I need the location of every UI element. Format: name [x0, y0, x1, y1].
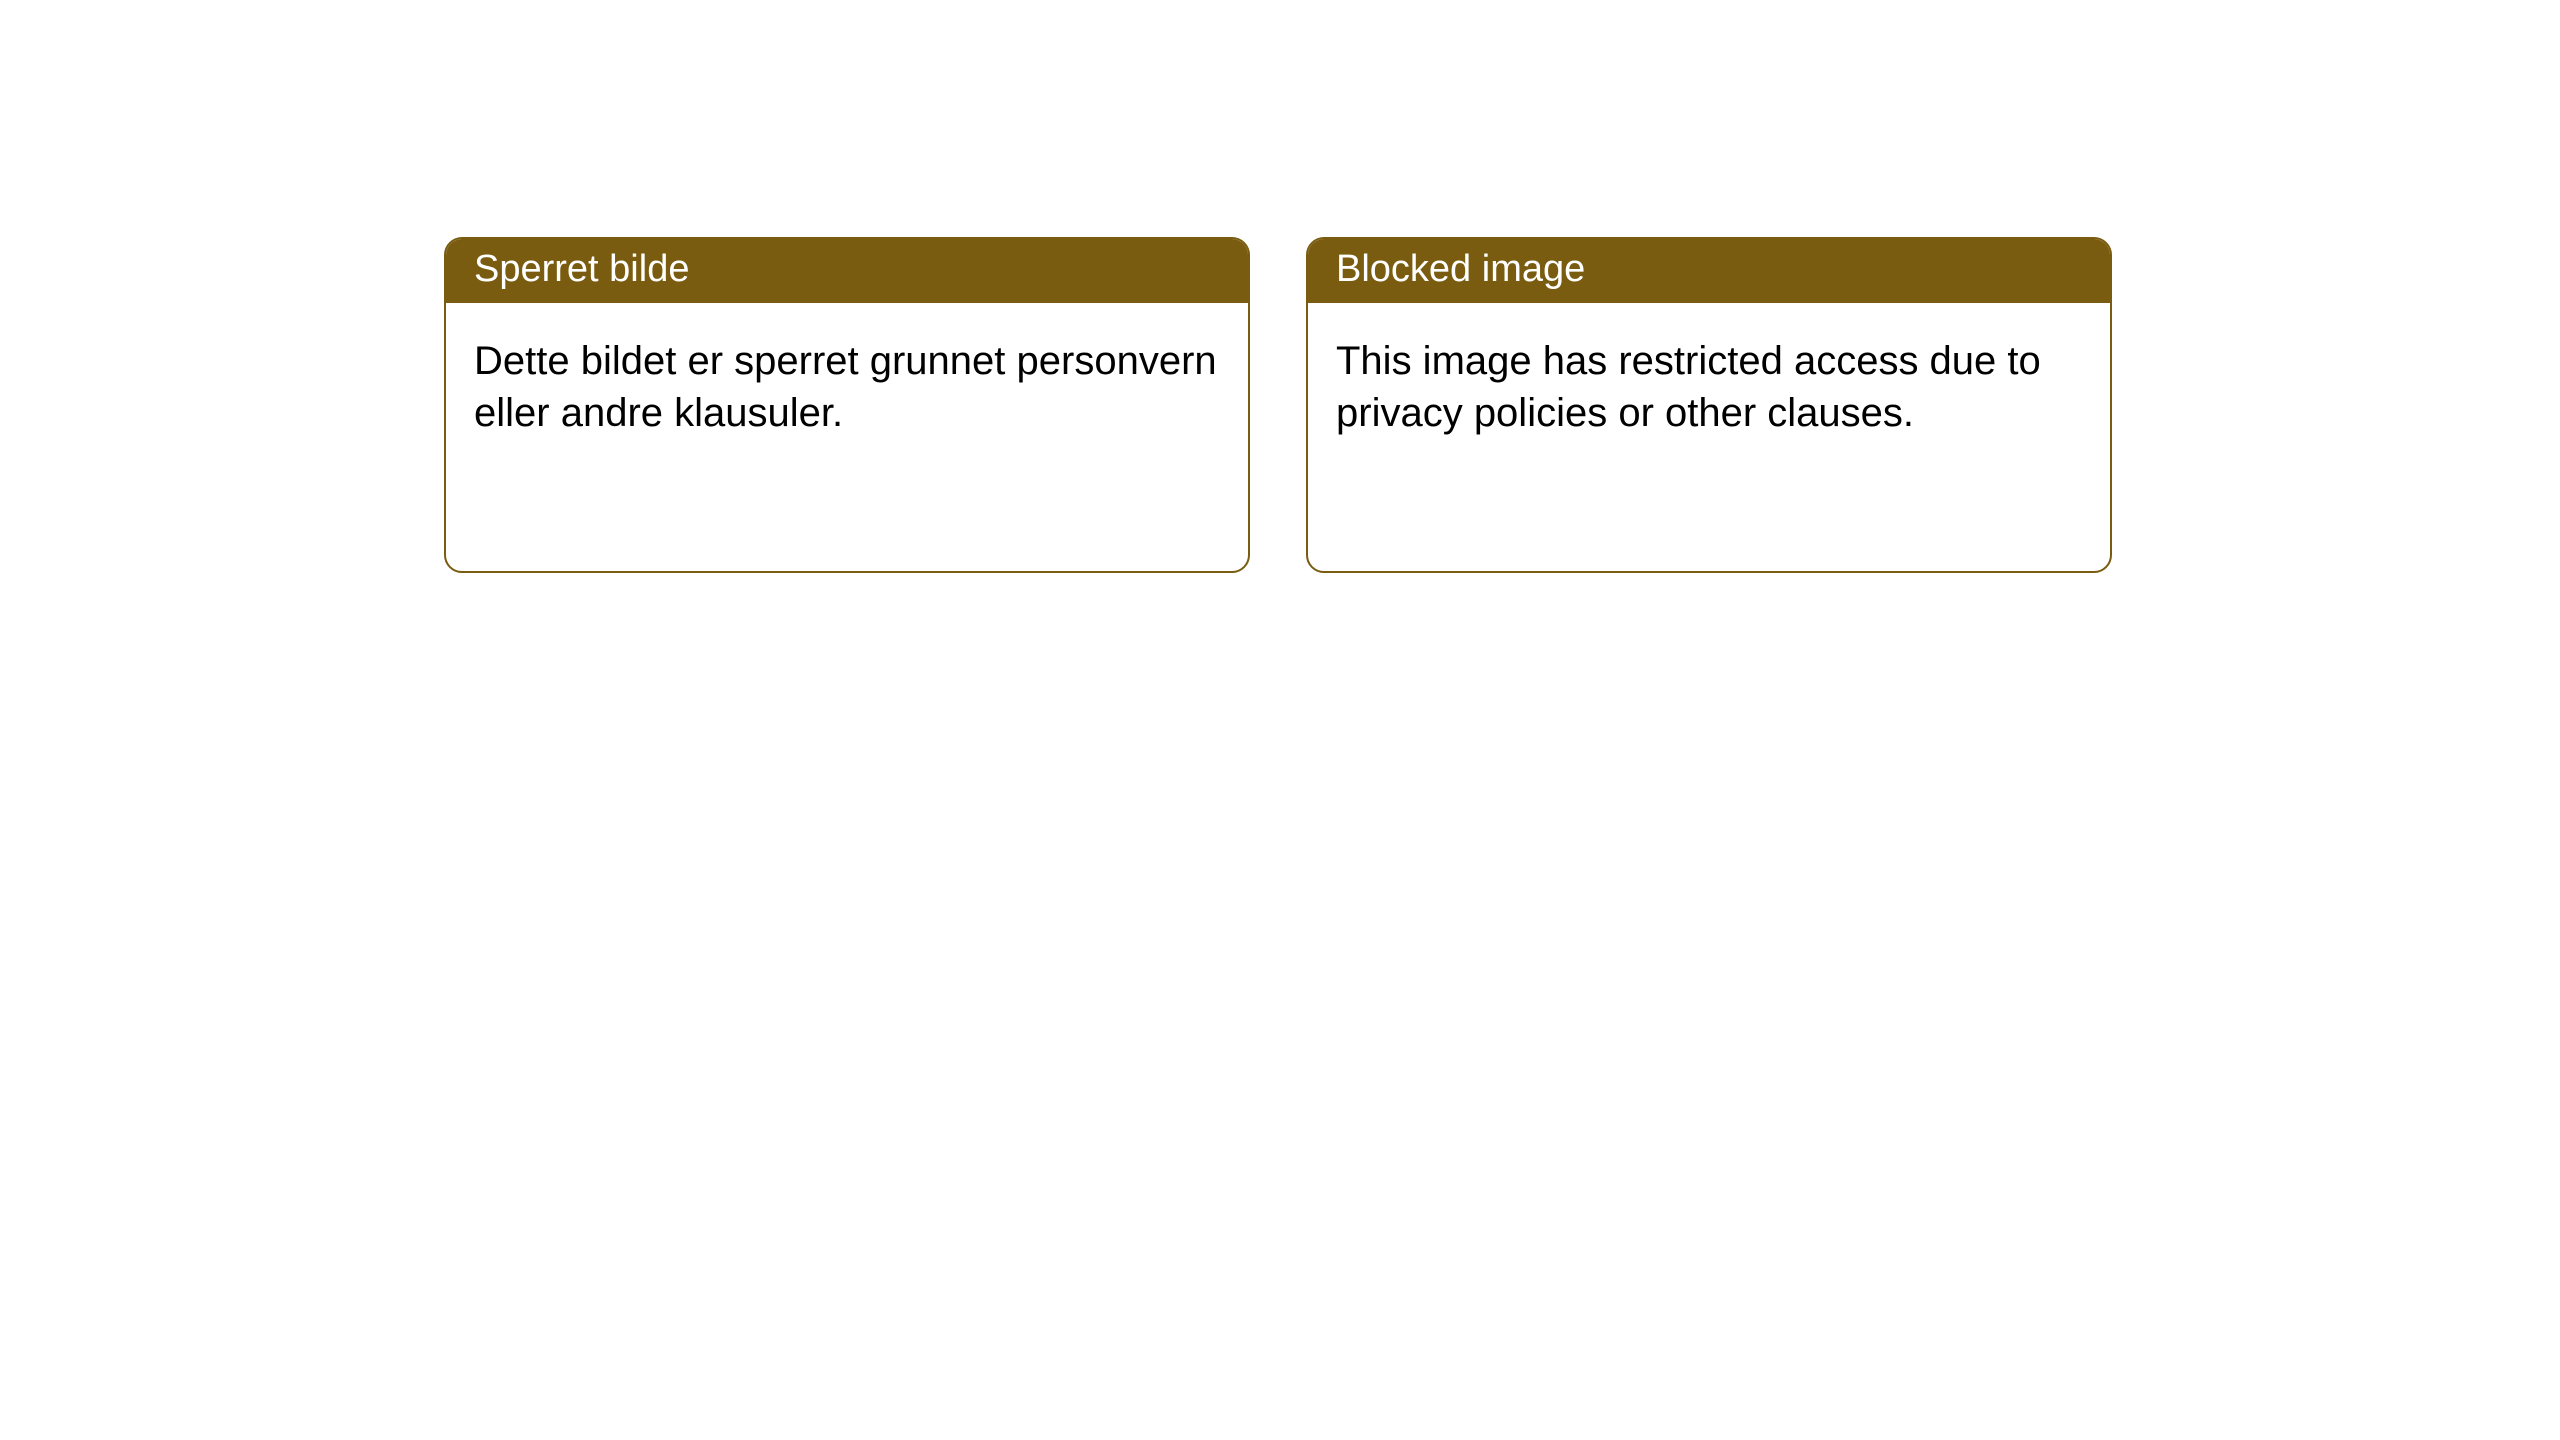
notice-title-no: Sperret bilde [446, 239, 1248, 303]
notice-card-no: Sperret bilde Dette bildet er sperret gr… [444, 237, 1250, 573]
notice-container: Sperret bilde Dette bildet er sperret gr… [0, 0, 2560, 573]
notice-title-en: Blocked image [1308, 239, 2110, 303]
notice-card-en: Blocked image This image has restricted … [1306, 237, 2112, 573]
notice-body-en: This image has restricted access due to … [1308, 303, 2110, 473]
notice-body-no: Dette bildet er sperret grunnet personve… [446, 303, 1248, 473]
